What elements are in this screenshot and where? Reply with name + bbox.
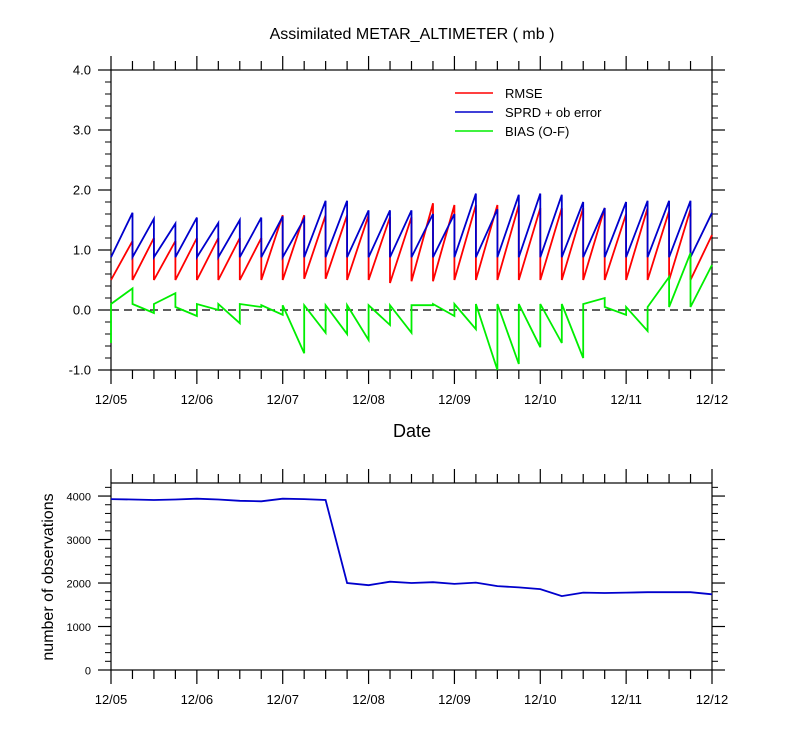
top-x-tick-label: 12/11 (610, 392, 642, 407)
top-x-tick-label: 12/08 (352, 392, 385, 407)
bottom-x-tick-label: 12/06 (181, 692, 214, 707)
bottom-axis-ticks (98, 469, 725, 684)
bottom-x-tick-label: 12/07 (266, 692, 299, 707)
bottom-plot-frame (110, 482, 713, 671)
bottom-x-tick-label: 12/12 (696, 692, 729, 707)
bias-rmse-chart: Assimilated METAR_ALTIMETER ( mb ) -1.0 0… (69, 26, 729, 441)
bottom-x-tick-label: 12/09 (438, 692, 471, 707)
top-x-tick-label: 12/10 (524, 392, 557, 407)
top-x-tick-label: 12/06 (181, 392, 214, 407)
top-y-tick-label: 3.0 (73, 123, 91, 138)
series-line-bias-o-f (110, 252, 713, 371)
top-y-tick-label: -1.0 (69, 363, 91, 378)
legend-label-sprd: SPRD + ob error (505, 105, 602, 120)
series-line-sprd-ob-error (110, 193, 713, 261)
x-axis-label: Date (393, 421, 431, 441)
top-x-tick-label: 12/07 (266, 392, 299, 407)
series-line-number-of-observations (110, 497, 713, 598)
top-y-tick-label: 4.0 (73, 63, 91, 78)
bottom-y-tick-label: 2000 (67, 579, 91, 591)
top-axis-ticks (98, 56, 725, 384)
top-x-tick-labels: 12/05 12/06 12/07 12/08 12/09 12/10 12/11 12/12 (95, 392, 729, 407)
top-y-tick-labels: -1.0 0.0 1.0 2.0 3.0 4.0 (69, 63, 91, 378)
bottom-x-tick-label: 12/05 (95, 692, 128, 707)
top-y-tick-label: 1.0 (73, 243, 91, 258)
bottom-x-tick-label: 12/11 (610, 692, 642, 707)
top-x-tick-label: 12/05 (95, 392, 128, 407)
legend: RMSE SPRD + ob error BIAS (O-F) (455, 86, 602, 139)
bottom-series (110, 497, 713, 598)
top-y-tick-label: 2.0 (73, 183, 91, 198)
chart-title: Assimilated METAR_ALTIMETER ( mb ) (270, 26, 555, 43)
bottom-y-tick-label: 0 (85, 666, 91, 678)
top-x-tick-label: 12/09 (438, 392, 471, 407)
bottom-x-tick-label: 12/10 (524, 692, 557, 707)
top-y-tick-label: 0.0 (73, 303, 91, 318)
bottom-y-tick-label: 1000 (67, 622, 91, 634)
top-x-tick-label: 12/12 (696, 392, 729, 407)
legend-label-bias: BIAS (O-F) (505, 124, 569, 139)
bottom-y-tick-labels: 0 1000 2000 3000 4000 (67, 492, 91, 678)
legend-label-rmse: RMSE (505, 86, 543, 101)
top-series (110, 193, 713, 371)
y-axis-label: number of observations (40, 493, 57, 660)
bottom-y-tick-label: 3000 (67, 535, 91, 547)
bottom-y-tick-label: 4000 (67, 492, 91, 504)
bottom-x-tick-labels: 12/05 12/06 12/07 12/08 12/09 12/10 12/11 12/12 (95, 692, 729, 707)
bottom-x-tick-label: 12/08 (352, 692, 385, 707)
